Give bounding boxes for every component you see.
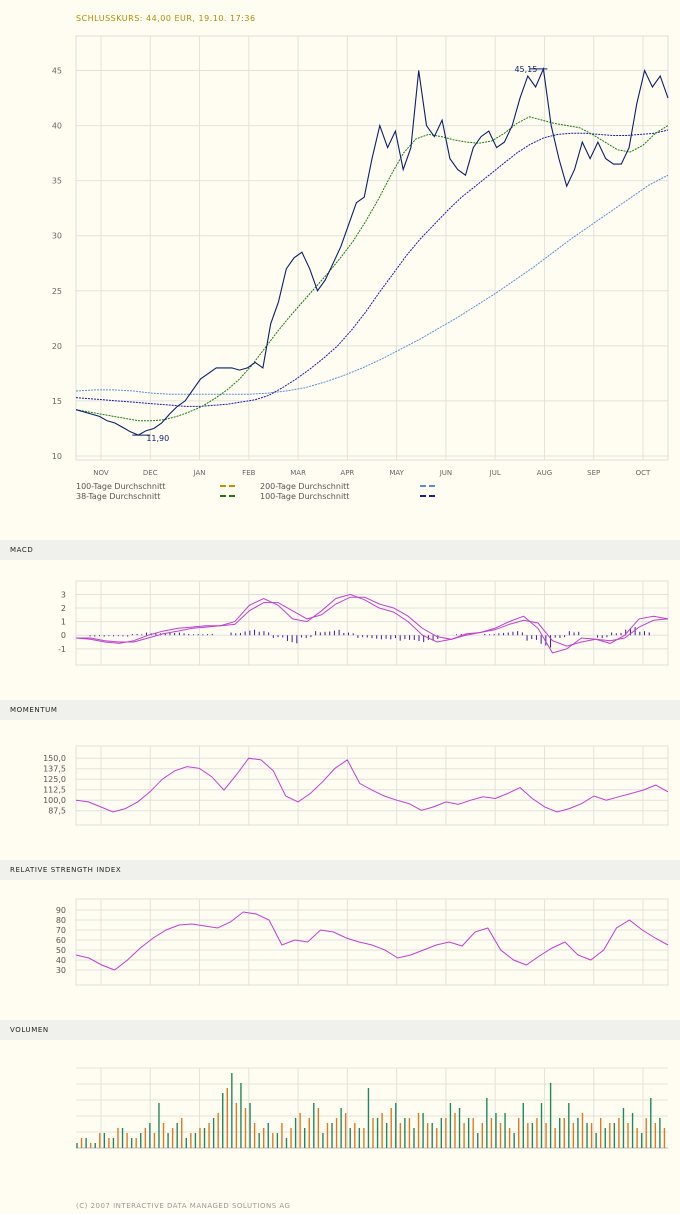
momentum-line-0 bbox=[75, 757, 669, 813]
price-plot-area bbox=[75, 35, 669, 461]
price-x-tick-label: MAY bbox=[389, 469, 404, 477]
price-x-tick-label: FEB bbox=[242, 469, 255, 477]
annotation-label: 11,90 bbox=[146, 434, 169, 443]
price-x-tick-label: MAR bbox=[290, 469, 306, 477]
macd-y-tick-label: -1 bbox=[58, 645, 66, 654]
panel-title-rsi: RELATIVE STRENGTH INDEX bbox=[10, 866, 122, 874]
momentum-y-tick-label: 87,5 bbox=[48, 807, 66, 816]
rsi-grid bbox=[75, 898, 669, 986]
macd-lines bbox=[75, 593, 669, 654]
macd-grid bbox=[75, 580, 669, 666]
volume-bars bbox=[76, 1073, 666, 1148]
rsi-y-tick-label: 70 bbox=[56, 926, 66, 935]
price-x-tick-label: JAN bbox=[193, 469, 206, 477]
volume-chart bbox=[76, 1067, 668, 1149]
rsi-line bbox=[75, 911, 669, 971]
price-y-tick-label: 15 bbox=[52, 397, 62, 406]
price-y-tick-label: 10 bbox=[52, 452, 62, 461]
price-x-tick-label: SEP bbox=[587, 469, 600, 477]
macd-plot-area bbox=[75, 580, 669, 666]
panel-header-momentum: MOMENTUM bbox=[0, 700, 680, 720]
price-y-tick-label: 45 bbox=[52, 67, 62, 76]
macd-y-tick-label: 0 bbox=[61, 631, 66, 640]
rsi-y-tick-label: 90 bbox=[56, 906, 66, 915]
macd-y-tick-label: 3 bbox=[61, 590, 66, 599]
price-grid bbox=[75, 35, 669, 461]
copyright-footer: (C) 2007 INTERACTIVE DATA MANAGED SOLUTI… bbox=[76, 1202, 291, 1210]
annotation-label: 45,15 bbox=[514, 65, 537, 74]
price-x-tick-label: JUN bbox=[439, 469, 452, 477]
momentum-y-tick-label: 100,0 bbox=[43, 796, 66, 805]
price-x-tick-label: OCT bbox=[636, 469, 651, 477]
price-line-ma-1 bbox=[75, 116, 669, 422]
price-y-tick-label: 20 bbox=[52, 342, 62, 351]
price-y-axis: 10 15 20 25 30 35 40 45 bbox=[52, 67, 62, 461]
momentum-line bbox=[75, 757, 669, 813]
rsi-plot-area bbox=[75, 898, 669, 986]
momentum-plot-area bbox=[75, 745, 669, 826]
price-series bbox=[75, 66, 669, 436]
price-annotations: 11,90 45,15 bbox=[132, 65, 548, 443]
price-y-tick-label: 40 bbox=[52, 122, 62, 131]
legend-item-2-label: 38-Tage Durchschnitt bbox=[76, 492, 161, 501]
rsi-y-tick-label: 50 bbox=[56, 946, 66, 955]
momentum-y-tick-label: 125,0 bbox=[43, 775, 66, 784]
price-line-ma-3 bbox=[75, 174, 669, 395]
price-x-tick-label: JUL bbox=[489, 469, 501, 477]
momentum-y-tick-label: 112,5 bbox=[43, 786, 66, 795]
price-y-tick-label: 35 bbox=[52, 177, 62, 186]
price-chart: 10 15 20 25 30 35 40 45 NOV DEC JAN FEB MAR APR MAY JU… bbox=[52, 35, 669, 477]
macd-y-tick-label: 1 bbox=[61, 618, 66, 627]
macd-y-axis: -1 0 1 2 3 bbox=[58, 590, 66, 653]
chart-title: SCHLUSSKURS: 44,00 EUR, 19.10. 17:36 bbox=[76, 14, 256, 23]
panel-header-macd: MACD bbox=[0, 540, 680, 560]
price-x-tick-label: AUG bbox=[537, 469, 552, 477]
price-x-axis: NOV DEC JAN FEB MAR APR MAY JUN JUL AUG SEP OCT bbox=[93, 469, 651, 477]
macd-line-0 bbox=[75, 593, 669, 654]
price-y-tick-label: 30 bbox=[52, 232, 62, 241]
rsi-line-0 bbox=[75, 911, 669, 971]
panel-header-volume: VOLUMEN bbox=[0, 1020, 680, 1040]
momentum-grid bbox=[75, 745, 669, 826]
rsi-y-tick-label: 40 bbox=[56, 956, 66, 965]
price-line-ma-2 bbox=[75, 129, 669, 407]
panel-title-volume: VOLUMEN bbox=[10, 1026, 49, 1034]
price-line-close bbox=[75, 66, 669, 436]
price-y-tick-label: 25 bbox=[52, 287, 62, 296]
legend-item-1-label: 200-Tage Durchschnitt bbox=[260, 482, 350, 491]
macd-line-1 bbox=[76, 596, 669, 647]
price-x-tick-label: APR bbox=[340, 469, 354, 477]
panel-title-macd: MACD bbox=[10, 546, 34, 554]
panel-header-rsi: RELATIVE STRENGTH INDEX bbox=[0, 860, 680, 880]
legend-item-0-label: 100-Tage Durchschnitt bbox=[76, 482, 166, 491]
macd-y-tick-label: 2 bbox=[61, 604, 66, 613]
price-x-tick-label: DEC bbox=[143, 469, 158, 477]
volume-grid bbox=[76, 1067, 668, 1149]
rsi-y-tick-label: 30 bbox=[56, 966, 66, 975]
legend-swatches bbox=[220, 485, 438, 497]
legend-item-3-label: 100-Tage Durchschnitt bbox=[260, 492, 350, 501]
momentum-y-tick-label: 150,0 bbox=[43, 754, 66, 763]
panel-title-momentum: MOMENTUM bbox=[10, 706, 58, 714]
price-x-tick-label: NOV bbox=[93, 469, 109, 477]
macd-chart: -1 0 1 2 3 bbox=[58, 580, 669, 666]
momentum-y-tick-label: 137,5 bbox=[43, 765, 66, 774]
rsi-y-tick-label: 80 bbox=[56, 916, 66, 925]
rsi-y-tick-label: 60 bbox=[56, 936, 66, 945]
